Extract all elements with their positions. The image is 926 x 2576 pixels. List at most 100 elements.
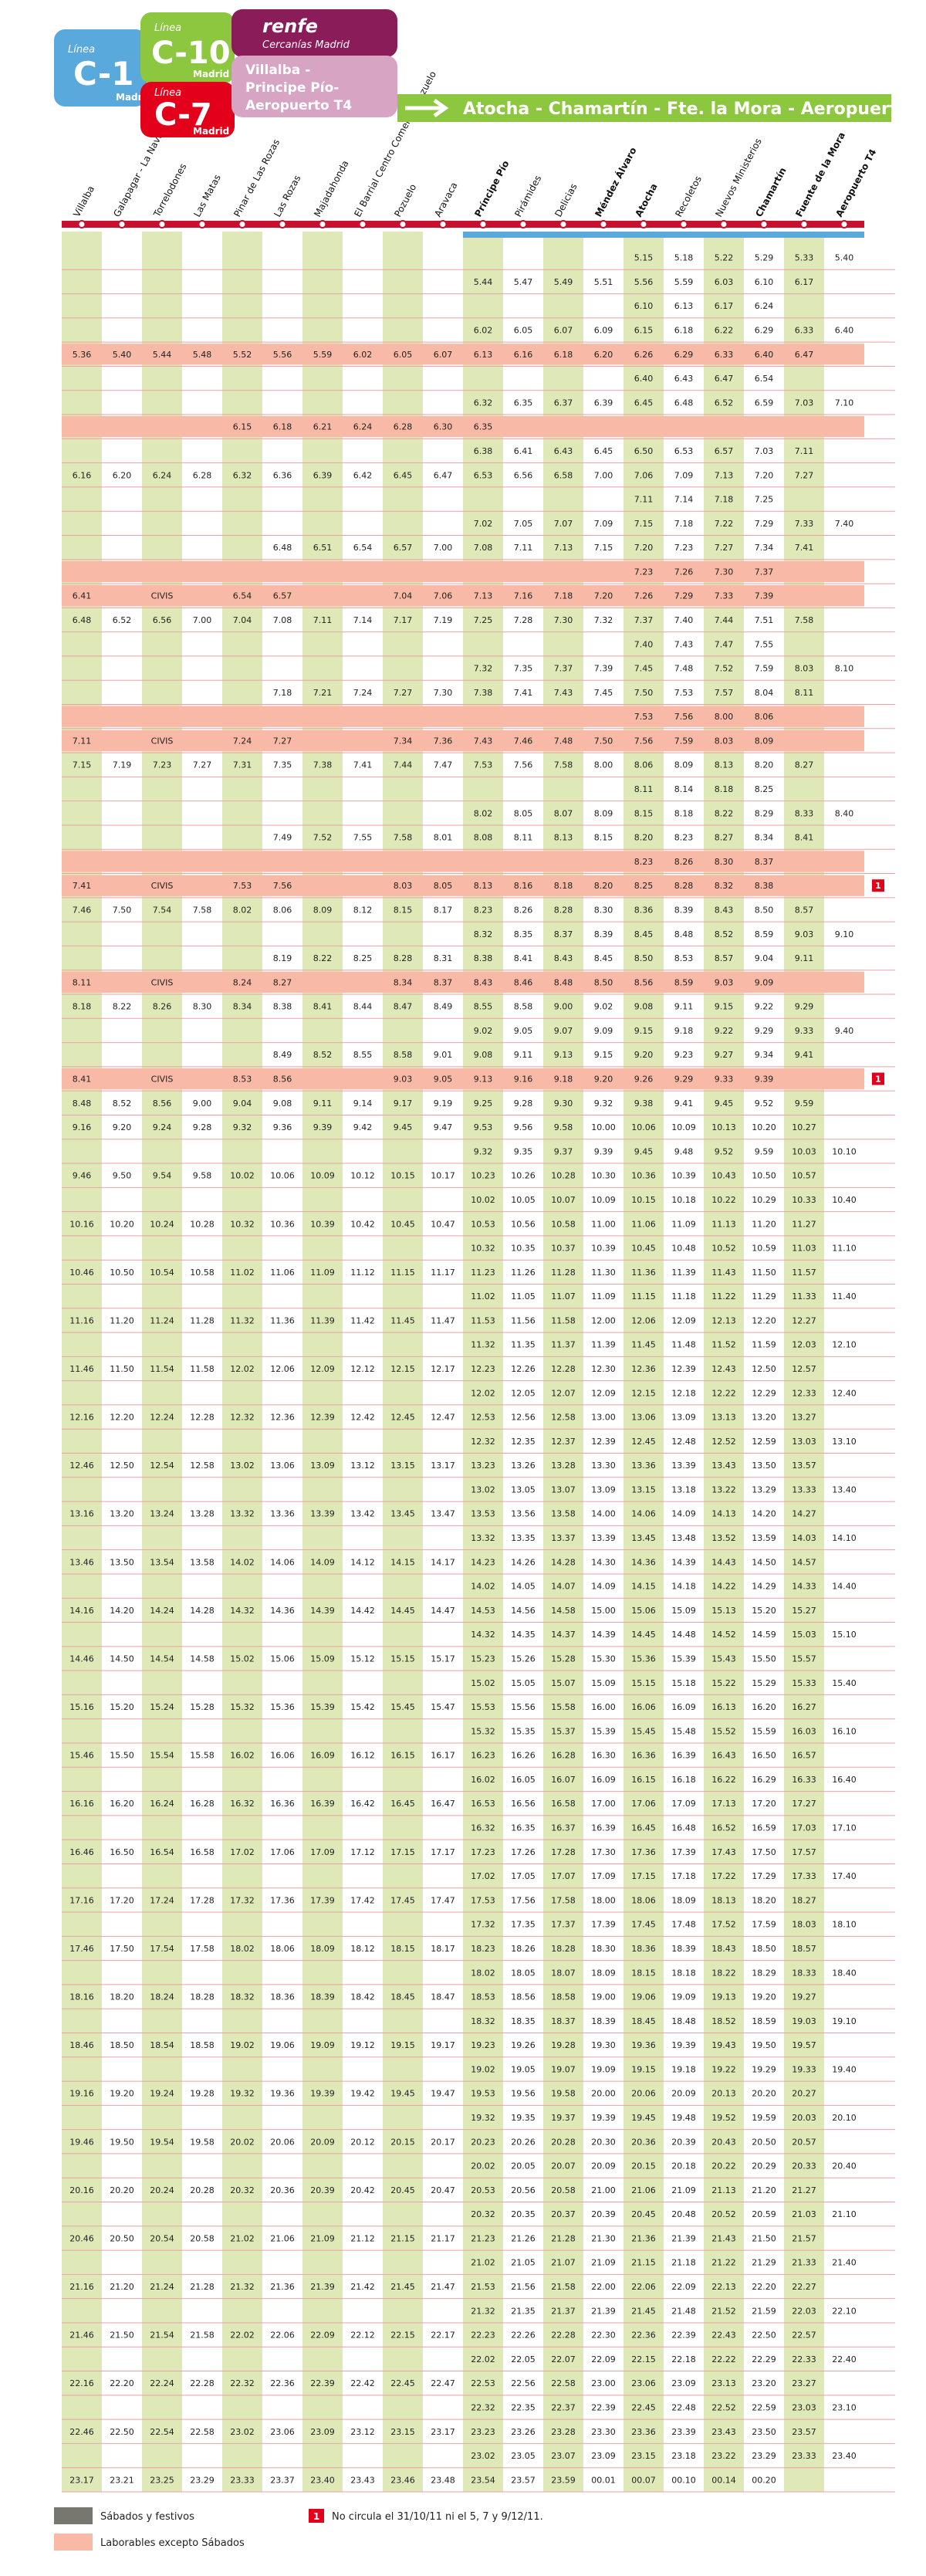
time-cell: 6.57 xyxy=(273,591,292,601)
time-cell: 18.05 xyxy=(511,1968,536,1978)
time-cell: 7.45 xyxy=(594,688,613,698)
time-cell: 9.13 xyxy=(474,1075,493,1085)
time-cell: 23.09 xyxy=(591,2451,616,2461)
brand-sub: Cercanías Madrid xyxy=(262,39,350,51)
time-cell: 16.12 xyxy=(350,1751,375,1761)
time-cell: 20.43 xyxy=(711,2137,736,2147)
station-name: Delicias xyxy=(553,181,579,218)
time-cell: 12.43 xyxy=(711,1364,736,1374)
time-cell: 16.05 xyxy=(511,1775,536,1785)
footnote-text: No circula el 31/10/11 ni el 5, 7 y 9/12… xyxy=(332,2511,543,2523)
time-cell: 11.45 xyxy=(390,1315,415,1325)
row-highlight xyxy=(62,729,864,752)
time-cell: 18.06 xyxy=(270,1944,295,1954)
time-cell: 12.09 xyxy=(671,1315,696,1325)
time-cell: 21.28 xyxy=(190,2282,215,2292)
time-cell: 7.24 xyxy=(233,736,252,746)
time-cell: 21.58 xyxy=(551,2282,576,2292)
time-cell: 14.28 xyxy=(551,1557,576,1567)
time-cell: 9.59 xyxy=(755,1146,774,1156)
time-cell: 6.39 xyxy=(594,398,613,408)
column-stripe xyxy=(262,232,302,2492)
time-cell: 11.23 xyxy=(471,1268,495,1278)
time-cell: 8.58 xyxy=(394,1050,413,1060)
time-cell: 9.03 xyxy=(715,977,734,987)
row-highlight xyxy=(62,875,864,896)
column-stripe xyxy=(383,232,423,2492)
time-cell: 10.28 xyxy=(551,1171,576,1181)
time-cell: 20.53 xyxy=(471,2185,495,2195)
time-cell: 21.16 xyxy=(69,2282,94,2292)
time-cell: 20.45 xyxy=(390,2185,415,2195)
time-cell: 6.16 xyxy=(514,350,533,360)
time-cell: 11.50 xyxy=(110,1364,134,1374)
time-cell: 6.21 xyxy=(313,422,333,432)
time-cell: 7.18 xyxy=(273,688,292,698)
time-cell: 9.56 xyxy=(514,1122,533,1132)
time-cell: 19.45 xyxy=(631,2113,656,2123)
time-cell: 6.50 xyxy=(634,446,654,456)
time-cell: 23.57 xyxy=(511,2475,536,2485)
time-cell: 21.05 xyxy=(511,2258,536,2268)
time-cell: 9.26 xyxy=(634,1075,654,1085)
time-cell: 7.36 xyxy=(434,736,453,746)
time-cell: 14.36 xyxy=(631,1557,656,1567)
time-cell: 22.26 xyxy=(511,2331,536,2341)
time-cell: 15.24 xyxy=(150,1702,174,1712)
time-cell: 12.54 xyxy=(150,1461,174,1471)
time-cell: 21.13 xyxy=(711,2185,736,2195)
time-cell: 16.26 xyxy=(511,1751,536,1761)
time-cell: 19.57 xyxy=(792,2040,816,2050)
time-cell: 7.58 xyxy=(394,833,413,843)
time-cell: 8.49 xyxy=(434,1002,453,1012)
time-cell: 21.20 xyxy=(752,2185,776,2195)
time-cell: 20.48 xyxy=(671,2209,696,2219)
time-cell: 13.13 xyxy=(711,1413,736,1423)
time-cell: 20.50 xyxy=(110,2233,134,2243)
time-cell: 15.39 xyxy=(591,1726,616,1736)
time-cell: 22.09 xyxy=(671,2282,696,2292)
time-cell: 15.23 xyxy=(471,1654,495,1664)
time-cell: 21.37 xyxy=(551,2306,576,2316)
time-cell: 10.42 xyxy=(350,1219,375,1229)
time-cell: 19.30 xyxy=(591,2040,616,2050)
time-cell: 23.09 xyxy=(671,2378,696,2388)
time-cell: 19.23 xyxy=(471,2040,495,2050)
time-cell: 8.38 xyxy=(273,1002,292,1012)
time-cell: 16.16 xyxy=(69,1799,94,1809)
time-cell: 10.02 xyxy=(471,1195,495,1205)
time-cell: 19.28 xyxy=(190,2089,215,2099)
time-cell: 8.12 xyxy=(353,905,373,915)
time-cell: 7.20 xyxy=(755,470,774,480)
time-cell: 12.53 xyxy=(471,1413,495,1423)
time-cell: 14.50 xyxy=(110,1654,134,1664)
time-cell: 19.09 xyxy=(310,2040,335,2050)
time-cell: 8.52 xyxy=(313,1050,333,1060)
time-cell: 6.07 xyxy=(434,350,453,360)
time-cell: 6.18 xyxy=(554,350,573,360)
time-cell: 9.39 xyxy=(313,1122,333,1132)
time-cell: 8.03 xyxy=(394,881,413,891)
time-cell: 9.11 xyxy=(674,1002,694,1012)
time-cell: 18.28 xyxy=(551,1944,576,1954)
time-cell: 15.45 xyxy=(631,1726,656,1736)
time-cell: 15.58 xyxy=(551,1702,576,1712)
time-cell: 6.47 xyxy=(795,350,814,360)
time-cell: 18.26 xyxy=(511,1944,536,1954)
time-cell: 20.15 xyxy=(390,2137,415,2147)
time-cell: 6.54 xyxy=(233,591,252,601)
time-cell: 10.23 xyxy=(471,1171,495,1181)
time-cell: 7.58 xyxy=(795,615,814,625)
time-cell: 6.20 xyxy=(594,350,613,360)
row-highlight xyxy=(62,344,864,365)
time-cell: 8.08 xyxy=(474,833,493,843)
time-cell: 8.30 xyxy=(193,1002,212,1012)
time-cell: 5.52 xyxy=(233,350,252,360)
time-cell: 11.53 xyxy=(471,1315,495,1325)
time-cell: 18.33 xyxy=(792,1968,816,1978)
time-cell: 8.22 xyxy=(313,953,333,963)
time-cell: 9.32 xyxy=(474,1146,493,1156)
time-cell: 21.27 xyxy=(792,2185,816,2195)
time-cell: 21.06 xyxy=(270,2233,295,2243)
time-cell: 12.00 xyxy=(591,1315,616,1325)
